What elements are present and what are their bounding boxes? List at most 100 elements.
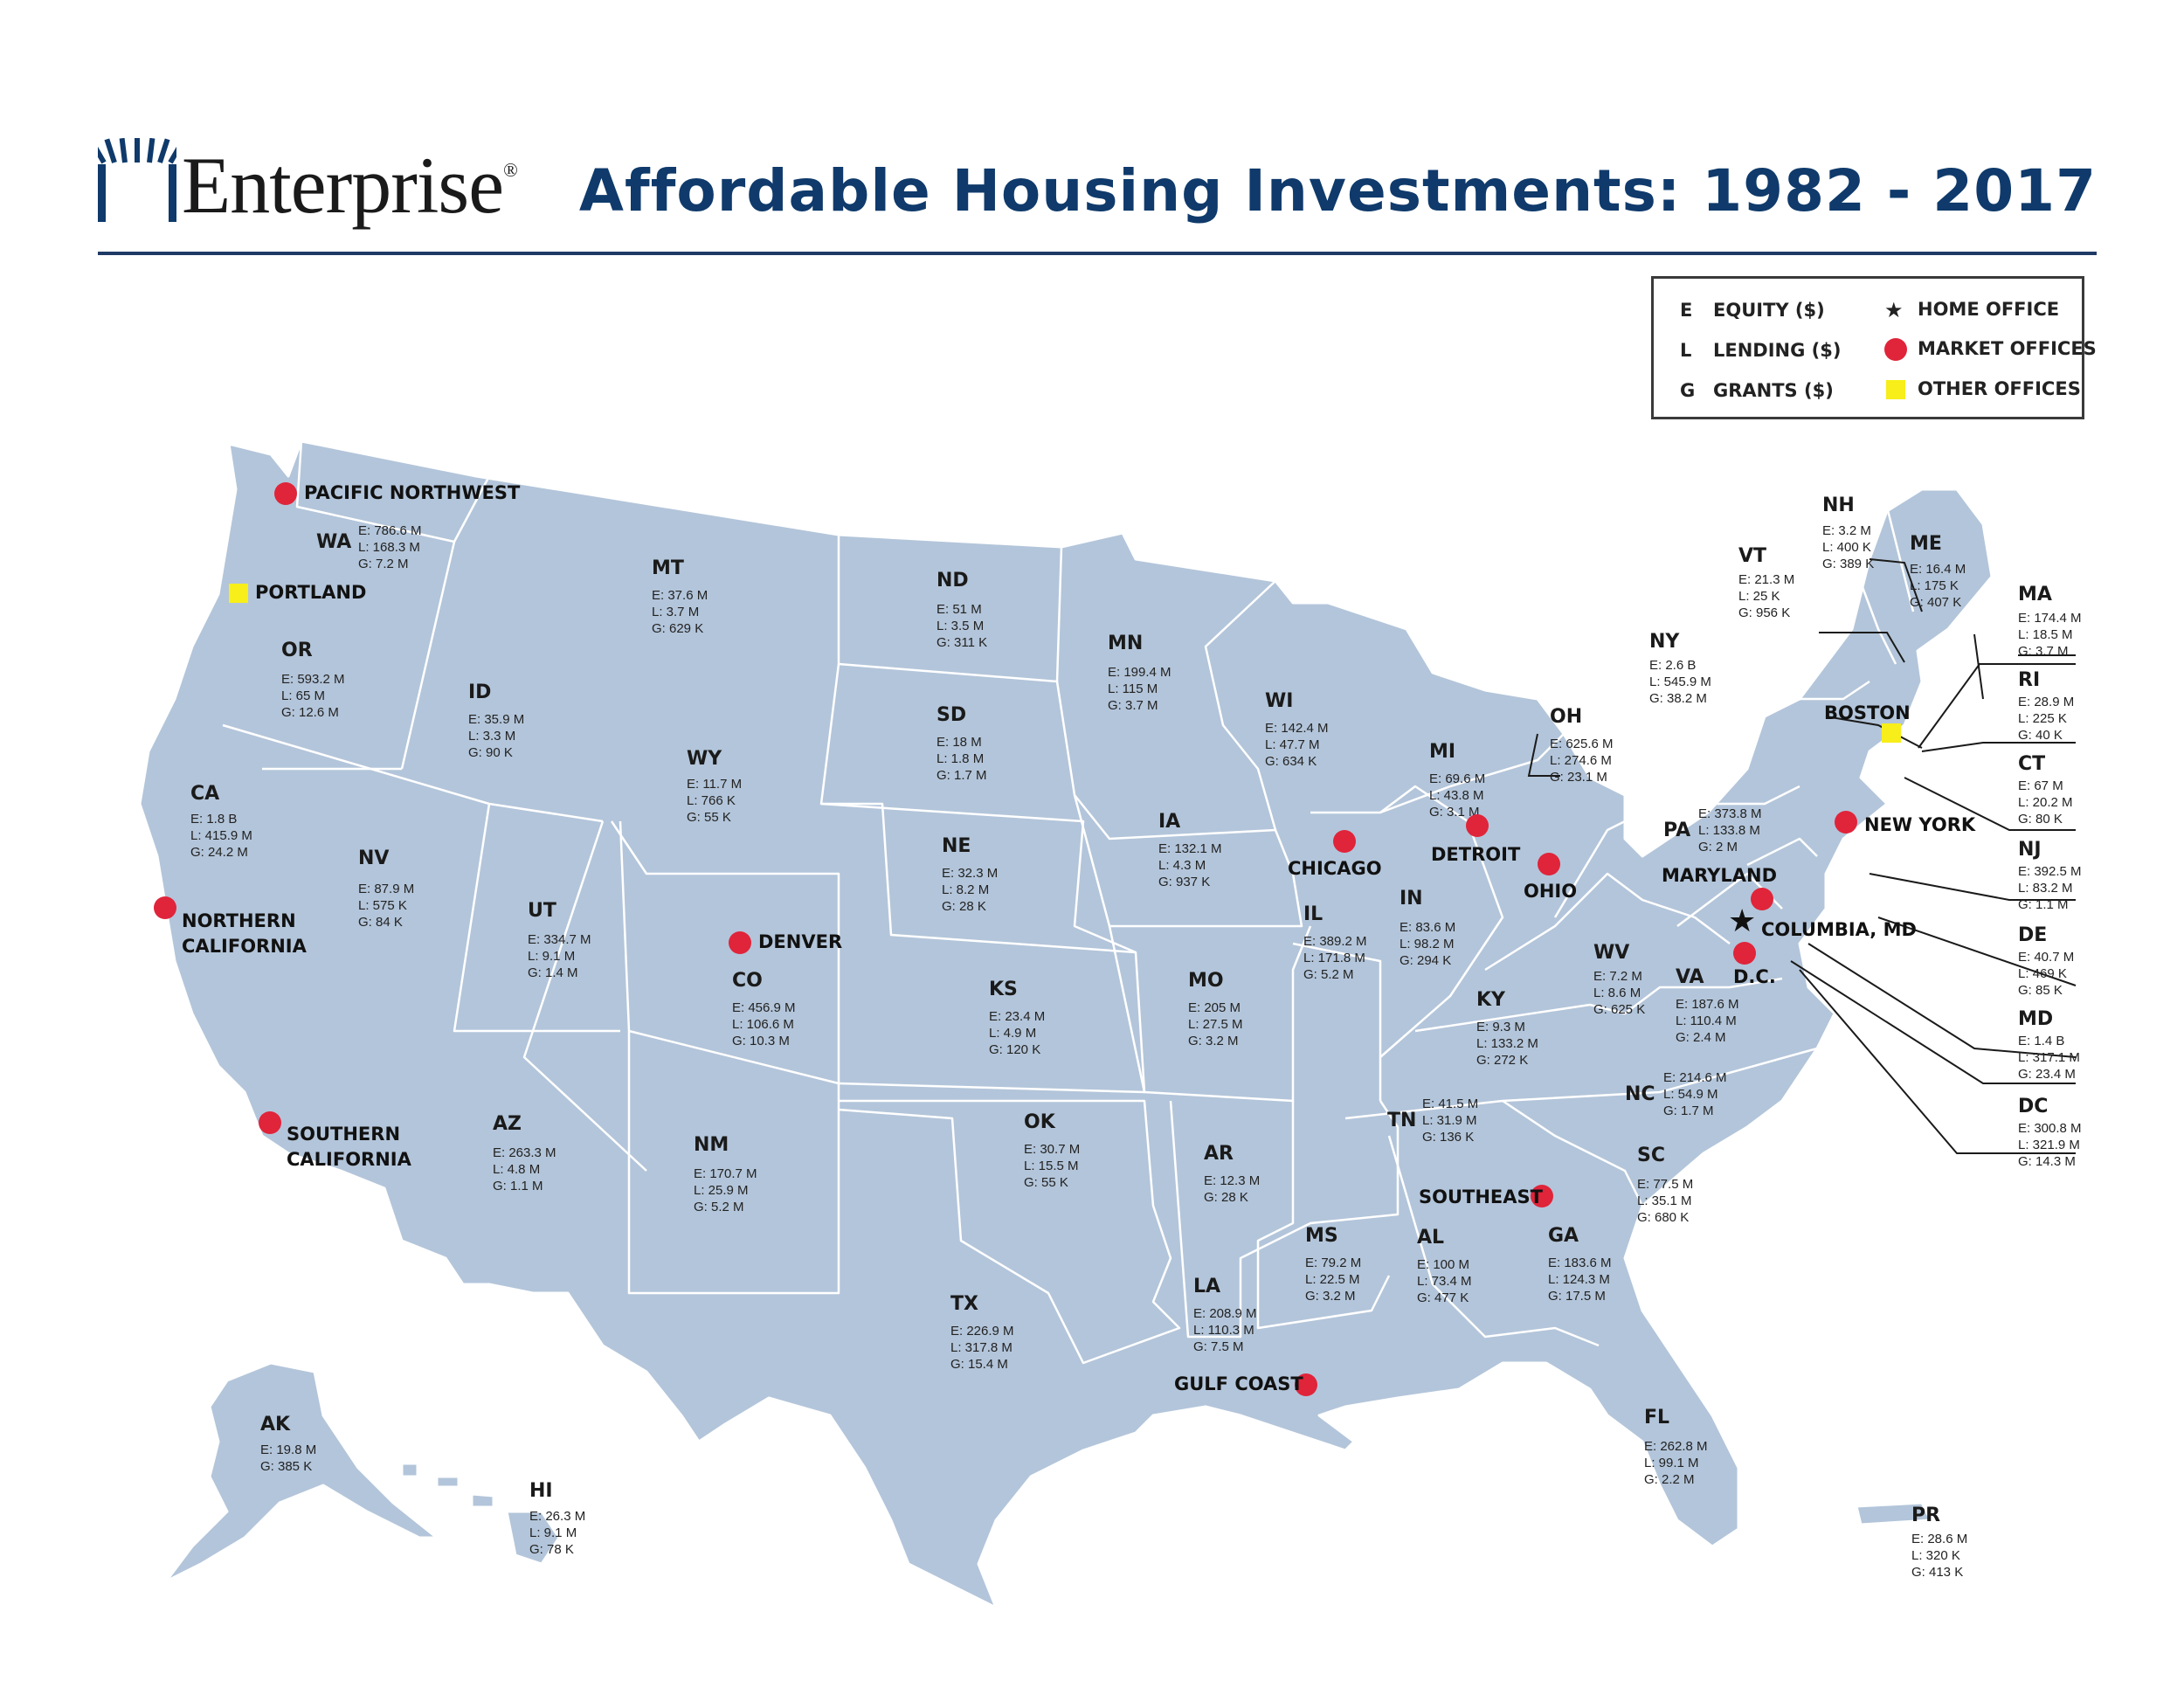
state-values-nv: E: 87.9 M L: 575 K G: 84 K [358, 882, 415, 930]
other-office-marker[interactable] [229, 584, 248, 603]
market-office-marker[interactable] [1466, 814, 1489, 837]
market-office-marker[interactable] [729, 931, 751, 954]
state-values-mn: E: 199.4 M L: 115 M G: 3.7 M [1108, 665, 1171, 713]
state-values-fl: E: 262.8 M L: 99.1 M G: 2.2 M [1644, 1439, 1708, 1487]
state-values-co: E: 456.9 M L: 106.6 M G: 10.3 M [732, 1000, 796, 1048]
market-office-marker[interactable] [1733, 942, 1756, 965]
state-values-ms: E: 79.2 M L: 22.5 M G: 3.2 M [1305, 1256, 1362, 1304]
state-values-ok: E: 30.7 M L: 15.5 M G: 55 K [1024, 1142, 1081, 1190]
state-label-ak: AK [260, 1414, 291, 1435]
star-icon: ★ [1884, 298, 1904, 322]
registered-mark: ® [503, 159, 518, 181]
state-values-nc: E: 214.6 M L: 54.9 M G: 1.7 M [1663, 1070, 1727, 1118]
hawaii-oahu [435, 1475, 460, 1489]
home-office-star-icon[interactable]: ★ [1728, 903, 1757, 938]
market-office-marker[interactable] [274, 482, 297, 505]
state-values-ma: E: 174.4 M L: 18.5 M G: 3.7 M [2018, 611, 2082, 659]
state-values-id: E: 35.9 M L: 3.3 M G: 90 K [468, 712, 525, 760]
other-office-marker[interactable] [1882, 723, 1901, 743]
market-office-marker[interactable] [1333, 830, 1356, 853]
state-values-tn: E: 41.5 M L: 31.9 M G: 136 K [1422, 1097, 1479, 1145]
state-label-ny: NY [1649, 631, 1680, 653]
state-values-ky: E: 9.3 M L: 133.2 M G: 272 K [1476, 1020, 1538, 1068]
state-label-az: AZ [493, 1113, 522, 1135]
legend-grants: G GRANTS ($) [1680, 380, 1834, 401]
market-office-marker[interactable] [1538, 853, 1560, 875]
state-label-ut: UT [528, 900, 556, 922]
hawaii-kauai [400, 1462, 419, 1478]
state-label-ms: MS [1305, 1225, 1338, 1247]
state-values-ct: E: 67 M L: 20.2 M G: 80 K [2018, 778, 2073, 827]
state-values-ia: E: 132.1 M L: 4.3 M G: 937 K [1158, 841, 1222, 889]
state-label-ok: OK [1024, 1111, 1055, 1133]
state-values-la: E: 208.9 M L: 110.3 M G: 7.5 M [1193, 1306, 1257, 1354]
map-legend: E EQUITY ($) L LENDING ($) G GRANTS ($) ★ HO… [1651, 276, 2097, 419]
state-values-ar: E: 12.3 M G: 28 K [1204, 1173, 1261, 1205]
market-office-marker[interactable] [259, 1111, 281, 1134]
market-office-marker[interactable] [1751, 888, 1773, 910]
puerto-rico [1855, 1501, 1932, 1526]
state-values-wa: E: 786.6 M L: 168.3 M G: 7.2 M [358, 523, 422, 571]
state-label-nv: NV [358, 847, 390, 869]
market-office-marker[interactable] [1835, 811, 1857, 834]
state-label-wv: WV [1593, 942, 1630, 964]
office-label-maryland: MARYLAND [1662, 865, 1778, 886]
state-label-ky: KY [1476, 989, 1505, 1011]
state-values-ak: E: 19.8 M G: 385 K [260, 1442, 317, 1474]
state-label-nd: ND [936, 570, 969, 591]
state-values-wi: E: 142.4 M L: 47.7 M G: 634 K [1265, 721, 1329, 769]
state-values-sc: E: 77.5 M L: 35.1 M G: 680 K [1637, 1177, 1694, 1225]
state-label-nm: NM [694, 1134, 729, 1156]
state-values-mi: E: 69.6 M L: 43.8 M G: 3.1 M [1429, 771, 1486, 820]
enterprise-logo: Enterprise® [98, 133, 552, 246]
hawaii-maui [470, 1492, 495, 1509]
state-label-la: LA [1193, 1276, 1221, 1297]
page-title: Affordable Housing Investments: 1982 - 2… [578, 157, 2097, 225]
state-values-pr: E: 28.6 M L: 320 K G: 413 K [1911, 1532, 1968, 1580]
state-values-al: E: 100 M L: 73.4 M G: 477 K [1417, 1257, 1472, 1305]
market-office-marker[interactable] [154, 896, 176, 919]
legend-lending: L LENDING ($) [1680, 340, 1842, 361]
state-values-mo: E: 205 M L: 27.5 M G: 3.2 M [1188, 1000, 1243, 1048]
state-values-tx: E: 226.9 M L: 317.8 M G: 15.4 M [950, 1324, 1014, 1372]
us-lower-48 [138, 439, 1994, 1609]
state-label-md: MD [2018, 1008, 2054, 1030]
state-values-ks: E: 23.4 M L: 4.9 M G: 120 K [989, 1009, 1046, 1057]
office-label-gulf-coast: GULF COAST [1174, 1373, 1303, 1394]
state-values-md: E: 1.4 B L: 317.1 M G: 23.4 M [2018, 1034, 2080, 1082]
state-values-hi: E: 26.3 M L: 9.1 M G: 78 K [529, 1509, 586, 1557]
market-office-marker[interactable] [1295, 1373, 1317, 1396]
state-label-nh: NH [1822, 495, 1855, 516]
state-label-nj: NJ [2018, 839, 2042, 861]
market-office-marker[interactable] [1531, 1185, 1553, 1207]
state-label-fl: FL [1644, 1407, 1670, 1429]
state-label-il: IL [1303, 903, 1324, 925]
state-label-pa: PA [1663, 820, 1691, 841]
sunburst-logo-icon [98, 138, 176, 222]
legend-market-offices: MARKET OFFICES [1884, 338, 2097, 361]
hawaii-big [505, 1510, 561, 1566]
state-label-ca: CA [190, 783, 220, 805]
state-label-id: ID [468, 681, 492, 703]
state-label-wa: WA [316, 531, 352, 553]
state-values-ca: E: 1.8 B L: 415.9 M G: 24.2 M [190, 812, 252, 860]
state-label-tn: TN [1387, 1110, 1417, 1131]
office-label-denver: DENVER [758, 931, 843, 952]
state-label-oh: OH [1550, 706, 1583, 728]
state-label-ks: KS [989, 979, 1018, 1000]
state-label-mn: MN [1108, 633, 1144, 654]
yellow-square-icon [1886, 380, 1905, 399]
state-label-de: DE [2018, 924, 2048, 946]
state-values-me: E: 16.4 M L: 175 K G: 407 K [1910, 562, 1966, 610]
state-values-or: E: 593.2 M L: 65 M G: 12.6 M [281, 672, 345, 720]
state-values-dc: E: 300.8 M L: 321.9 M G: 14.3 M [2018, 1121, 2082, 1169]
legend-other-offices: OTHER OFFICES [1884, 378, 2081, 399]
brand-name: Enterprise [182, 141, 504, 230]
legend-equity: E EQUITY ($) [1680, 300, 1825, 321]
state-values-va: E: 187.6 M L: 110.4 M G: 2.4 M [1676, 997, 1739, 1045]
state-label-ia: IA [1158, 811, 1181, 833]
state-values-az: E: 263.3 M L: 4.8 M G: 1.1 M [493, 1145, 556, 1193]
state-values-ga: E: 183.6 M L: 124.3 M G: 17.5 M [1548, 1256, 1612, 1304]
office-label-ohio: OHIO [1524, 881, 1578, 902]
